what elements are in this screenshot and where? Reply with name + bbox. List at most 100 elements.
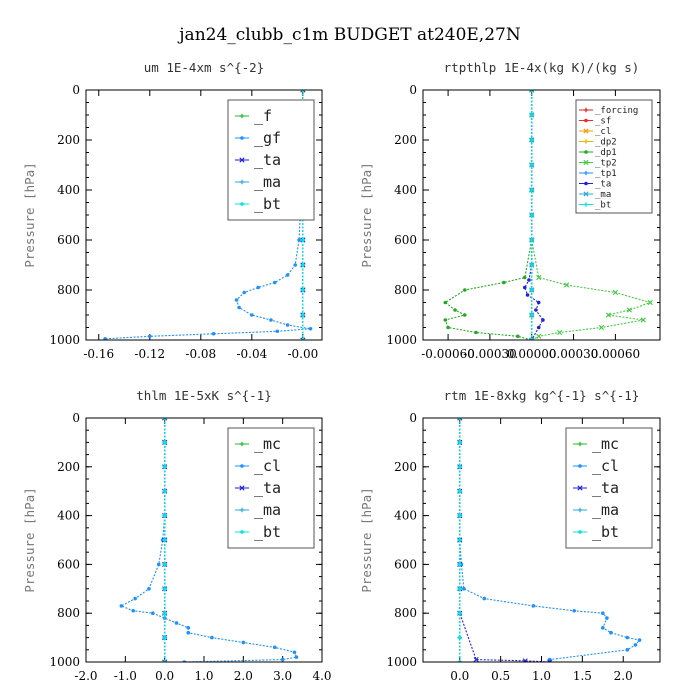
series-point — [241, 640, 246, 645]
series-point — [547, 659, 553, 662]
y-axis-label: Pressure [hPa] — [359, 162, 374, 267]
legend-label: _f — [254, 107, 272, 125]
legend-label: _ta — [254, 151, 281, 169]
x-tick-label: 3.0 — [273, 669, 292, 683]
legend-marker — [240, 136, 244, 140]
legend-marker — [239, 441, 245, 447]
x-tick-label: -1.0 — [114, 669, 137, 683]
series-point — [612, 289, 618, 296]
series-point — [457, 562, 462, 567]
series-point — [151, 611, 155, 615]
series-point — [156, 562, 161, 567]
series-point — [640, 317, 646, 323]
legend-label: _dp1 — [595, 148, 617, 158]
series-point — [529, 337, 535, 340]
series-point — [457, 611, 462, 615]
series-point — [285, 323, 290, 327]
series-point — [269, 318, 273, 322]
y-tick-label: 400 — [394, 509, 417, 523]
series-point — [211, 331, 216, 336]
series-point — [522, 658, 528, 662]
y-tick-label: 600 — [394, 233, 417, 247]
legend-marker — [583, 202, 589, 207]
series-point — [250, 313, 254, 317]
series-point — [536, 325, 541, 330]
series-point — [162, 611, 167, 615]
legend-marker — [584, 118, 588, 123]
x-tick-label: 0.00030 — [549, 347, 599, 361]
y-tick-label: 1000 — [386, 655, 417, 669]
legend-marker — [239, 157, 245, 163]
series-point — [457, 635, 462, 640]
y-tick-label: 0 — [409, 83, 417, 97]
y-tick-label: 400 — [394, 183, 417, 197]
series-point — [301, 263, 305, 267]
series-point — [186, 630, 191, 635]
x-tick-label: 0.0 — [155, 669, 174, 683]
series-point — [557, 329, 563, 336]
series-point — [529, 112, 534, 118]
chart-panel-4: rtm 1E-8xkg kg^{-1} s^{-1} Pressure [hPa]… — [359, 388, 661, 683]
series-point — [473, 656, 479, 662]
series-point — [273, 280, 277, 285]
series-point — [531, 604, 536, 608]
series-point — [626, 307, 632, 313]
legend-marker — [583, 128, 589, 134]
legend-label: _bt — [254, 195, 281, 213]
y-axis-label: Pressure [hPa] — [359, 487, 374, 592]
series-point — [457, 465, 462, 469]
series-point — [600, 611, 605, 615]
series-point — [457, 418, 463, 421]
x-tick-label: 2.0 — [614, 669, 633, 683]
legend-marker — [240, 530, 244, 534]
chart-panel-3: thlm 1E-5xK s^{-1} Pressure [hPa] 0 200 400 6… — [22, 388, 332, 683]
series-point — [293, 263, 298, 267]
x-tick-label: -0.00060 — [421, 347, 475, 361]
series-point — [536, 333, 542, 339]
legend-label: _cl — [595, 127, 611, 137]
legend-label: _forcing — [595, 106, 638, 116]
y-tick-label: 0 — [72, 83, 80, 97]
series-point — [529, 162, 534, 168]
series-group — [119, 418, 299, 662]
series-point — [242, 290, 246, 295]
series-point — [162, 418, 168, 421]
legend-label: _sf — [595, 117, 611, 127]
series-point — [300, 90, 306, 93]
series-point — [572, 608, 576, 613]
y-tick-label: 200 — [57, 460, 80, 474]
series-point — [162, 465, 167, 469]
legend-marker — [584, 150, 588, 154]
legend-label: _mc — [254, 435, 281, 453]
y-tick-label: 0 — [72, 411, 80, 425]
series-point — [457, 489, 462, 494]
y-tick-label: 1000 — [386, 333, 417, 347]
series-point — [210, 635, 214, 640]
x-tick-label: -0.12 — [134, 347, 165, 361]
series-point — [275, 329, 280, 334]
legend-marker — [577, 441, 583, 447]
series-point — [633, 643, 638, 647]
y-axis-label: Pressure [hPa] — [22, 487, 37, 592]
series-point — [527, 278, 531, 282]
series-point — [308, 326, 313, 331]
legend-label: _ma — [592, 501, 619, 519]
series-point — [647, 299, 653, 306]
series-point — [529, 187, 534, 193]
series-point — [605, 616, 609, 620]
series-point — [462, 587, 466, 591]
legend-label: _mc — [592, 435, 619, 453]
legend-marker — [578, 530, 582, 534]
y-tick-label: 600 — [57, 557, 80, 571]
x-tick-label: -0.00 — [287, 347, 318, 361]
series-point — [625, 648, 630, 652]
series-point — [600, 626, 605, 630]
series-point — [534, 308, 538, 312]
series-point — [446, 325, 450, 330]
series-point — [301, 313, 305, 317]
series-point — [457, 440, 462, 445]
series-point — [133, 596, 137, 601]
series-point — [443, 318, 448, 322]
series-point — [536, 274, 542, 281]
series-point — [147, 587, 151, 591]
